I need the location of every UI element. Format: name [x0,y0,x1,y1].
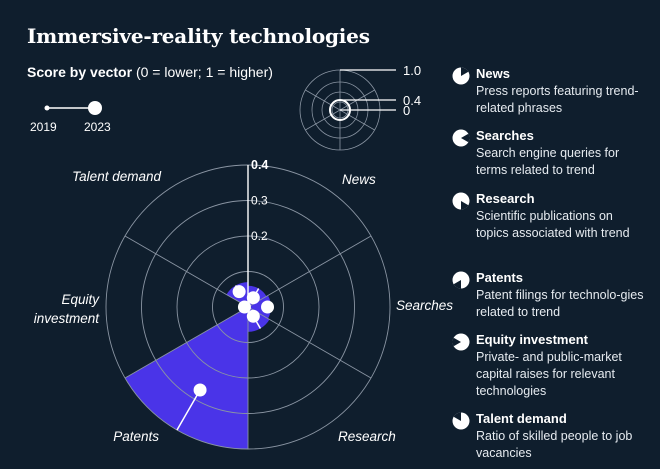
legend-name: Research [476,191,535,206]
axis-label-searches: Searches [396,298,453,313]
patents-sector-icon [452,271,470,289]
point-2019-equity-investment [237,300,251,314]
legend-description: Press reports featuring trend-related ph… [476,84,639,115]
year-slider-end-dot [88,101,102,115]
year-end-label: 2023 [84,120,111,134]
legend-description: Search engine queries for terms related … [476,146,620,177]
axis-label-news: News [342,172,376,187]
legend-name: Patents [476,270,523,285]
chart-subtitle: Score by vector (0 = lower; 1 = higher) [27,64,273,80]
point-2019-searches [261,300,275,314]
scale-key-label: 1.0 [403,63,421,78]
legend-description: Private- and public-market capital raise… [476,350,622,398]
chart-title: Immersive-reality technologies [27,24,370,48]
year-slider-start-dot [44,105,50,111]
point-2019-research [246,309,260,323]
year-start-label: 2019 [30,120,57,134]
grid-spoke [247,306,372,379]
scale-key-label: 0.4 [403,93,421,108]
legend-name: Talent demand [476,411,567,426]
axis-label-patents: Patents [113,429,159,444]
equity-investment-sector-icon [452,333,470,351]
legend-name: News [476,66,510,81]
scale-key-label: 0 [403,103,410,118]
point-2019-patents [193,383,207,397]
wedge-patents [125,307,248,449]
legend-name: Equity investment [476,332,588,347]
grid-spoke [124,306,249,379]
legend-description: Scientific publications on topics associ… [476,209,630,240]
radial-tick-label: 0.4 [251,158,268,172]
scale-key-spoke [305,109,341,131]
scale-key-spoke [305,89,341,111]
subtitle-scale-note: (0 = lower; 1 = higher) [132,64,273,80]
radial-tick-label: 0.3 [251,194,268,208]
legend-description: Patent filings for technolo-gies related… [476,288,644,319]
point-2019-news [246,291,260,305]
change-line-patents [176,389,201,431]
axis-label-talent-demand: Talent demand [72,169,161,184]
axis-label-research: Research [338,429,396,444]
scale-key-spoke [339,109,375,131]
searches-sector-icon [452,129,470,147]
talent-demand-sector-icon [452,412,470,430]
grid-spoke [247,235,372,308]
legend-name: Searches [476,128,534,143]
grid-spoke [124,235,249,308]
research-sector-icon [452,192,470,210]
subtitle-bold: Score by vector [27,64,133,80]
point-2019-talent-demand [232,285,246,299]
legend-description: Ratio of skilled people to job vacancies [476,429,633,460]
news-sector-icon [452,67,470,85]
axis-label-equity-investment: Equity investment [34,292,101,326]
radial-tick-label: 0.2 [251,229,268,243]
